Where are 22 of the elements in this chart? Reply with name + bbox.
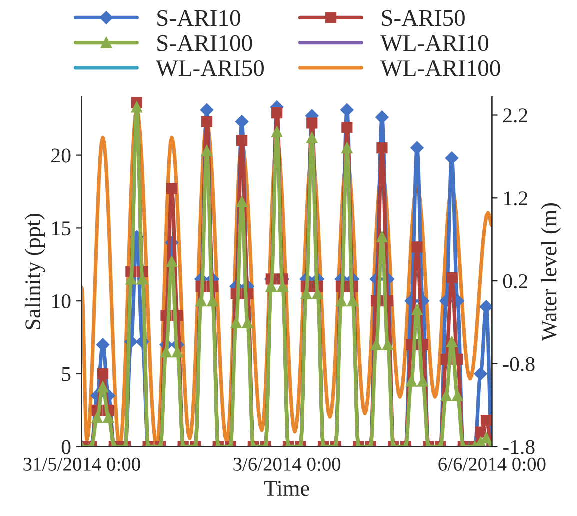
y2-tick-label: -1.8 bbox=[503, 440, 535, 454]
y-tick-label: 20 bbox=[52, 148, 71, 163]
y-axis-title: Salinity (ppt) bbox=[24, 214, 46, 330]
y2-tick-label: 1.2 bbox=[504, 192, 528, 206]
y2-tick-label: -0.8 bbox=[503, 357, 535, 372]
legend-label: S-ARI10 bbox=[158, 10, 240, 26]
legend-label: S-ARI50 bbox=[382, 10, 465, 26]
x-tick-label: 6/6/2014 0:00 bbox=[438, 458, 546, 472]
x-axis-title: Time bbox=[264, 481, 310, 496]
y2-axis-title: Water level (m) bbox=[541, 203, 562, 342]
legend-label: WL-ARI50 bbox=[156, 60, 264, 77]
y-tick-label: 15 bbox=[52, 222, 71, 236]
y-tick-label: 10 bbox=[52, 294, 71, 309]
y2-tick-label: 0.2 bbox=[503, 274, 528, 289]
x-tick-label: 3/6/2014 0:00 bbox=[234, 458, 341, 472]
y2-tick-label: 2.2 bbox=[504, 108, 528, 123]
y-tick-label: 5 bbox=[62, 368, 71, 382]
x-tick-label: 31/5/2014 0:00 bbox=[24, 458, 140, 472]
y-tick-label: 0 bbox=[62, 440, 71, 454]
legend-label: WL-ARI10 bbox=[380, 35, 489, 52]
legend-label: WL-ARI100 bbox=[380, 60, 500, 77]
legend-label: S-ARI100 bbox=[158, 35, 252, 52]
